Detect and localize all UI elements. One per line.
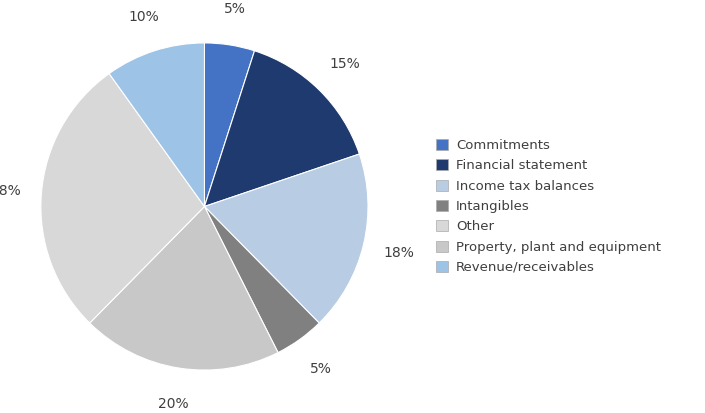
Wedge shape — [204, 206, 319, 353]
Text: 10%: 10% — [128, 9, 159, 24]
Wedge shape — [204, 154, 368, 323]
Text: 18%: 18% — [383, 246, 414, 260]
Text: 5%: 5% — [309, 362, 331, 376]
Wedge shape — [90, 206, 278, 370]
Text: 15%: 15% — [329, 57, 360, 71]
Text: 5%: 5% — [224, 2, 246, 17]
Wedge shape — [109, 43, 204, 206]
Wedge shape — [204, 43, 255, 206]
Wedge shape — [41, 74, 204, 323]
Text: 28%: 28% — [0, 184, 21, 198]
Text: 20%: 20% — [158, 396, 189, 411]
Wedge shape — [204, 51, 360, 206]
Legend: Commitments, Financial statement, Income tax balances, Intangibles, Other, Prope: Commitments, Financial statement, Income… — [429, 133, 668, 280]
